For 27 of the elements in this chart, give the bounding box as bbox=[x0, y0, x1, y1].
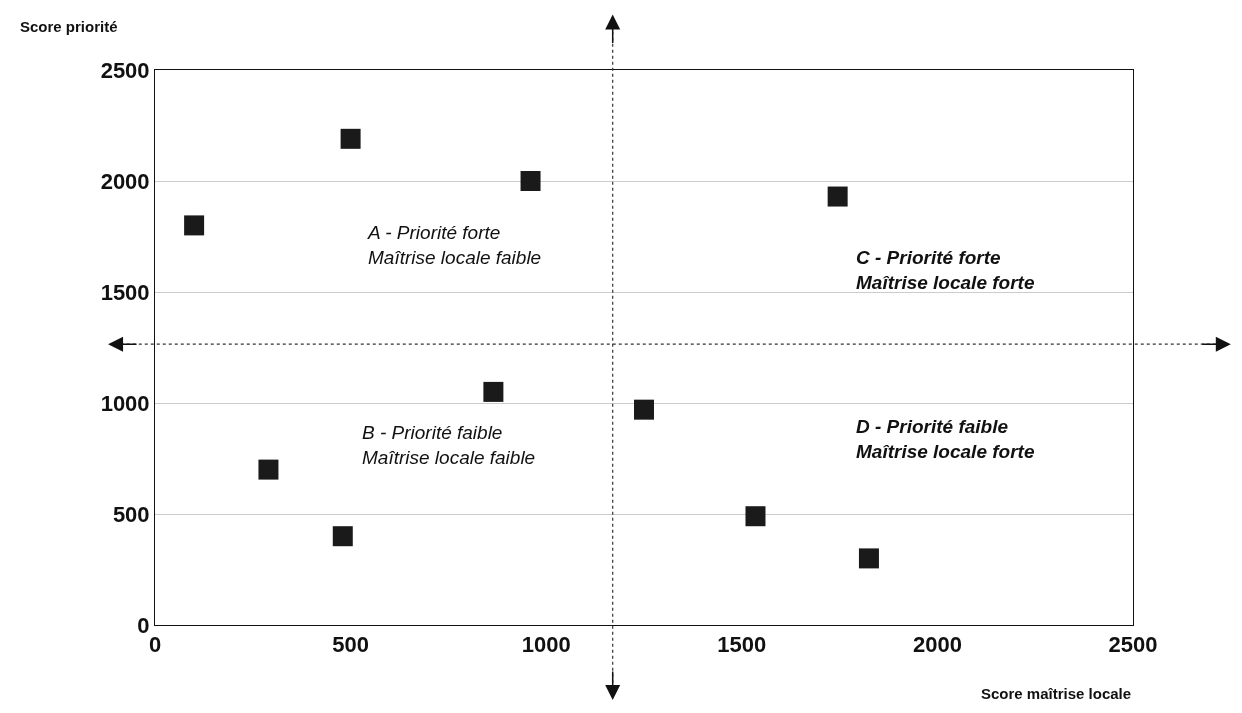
x-tick-label: 1000 bbox=[521, 632, 571, 658]
point bbox=[520, 171, 541, 191]
x-tick-label: 500 bbox=[332, 632, 369, 658]
x-tick-label: 1500 bbox=[717, 632, 767, 658]
point bbox=[483, 381, 504, 402]
annotation: A - Priorité forte Maîtrise locale faible bbox=[367, 222, 542, 268]
y-axis-title: Score priorité bbox=[20, 18, 118, 35]
annotation: B - Priorité faible Maîtrise locale faible bbox=[362, 422, 536, 468]
point bbox=[332, 526, 353, 547]
y-tick-label: 1500 bbox=[100, 279, 150, 305]
y-tick-label: 2500 bbox=[100, 57, 150, 83]
y-tick-label: 0 bbox=[137, 612, 150, 638]
point bbox=[258, 459, 279, 480]
x-tick-label: 2000 bbox=[912, 632, 962, 658]
point bbox=[184, 215, 205, 236]
point bbox=[827, 186, 848, 207]
x-tick-label: 2500 bbox=[1108, 632, 1158, 658]
point bbox=[858, 548, 879, 569]
annotation: C - Priorité forte Maîtrise locale forte bbox=[856, 247, 1035, 293]
annotation: D - Priorité faible Maîtrise locale forte bbox=[856, 416, 1035, 462]
point bbox=[745, 506, 766, 527]
y-tick-label: 1000 bbox=[100, 390, 150, 416]
y-tick-label: 500 bbox=[112, 501, 150, 527]
point bbox=[634, 399, 654, 420]
point bbox=[340, 128, 361, 149]
x-axis-title: Score maîtrise locale bbox=[981, 685, 1132, 702]
y-tick-label: 2000 bbox=[100, 168, 150, 194]
